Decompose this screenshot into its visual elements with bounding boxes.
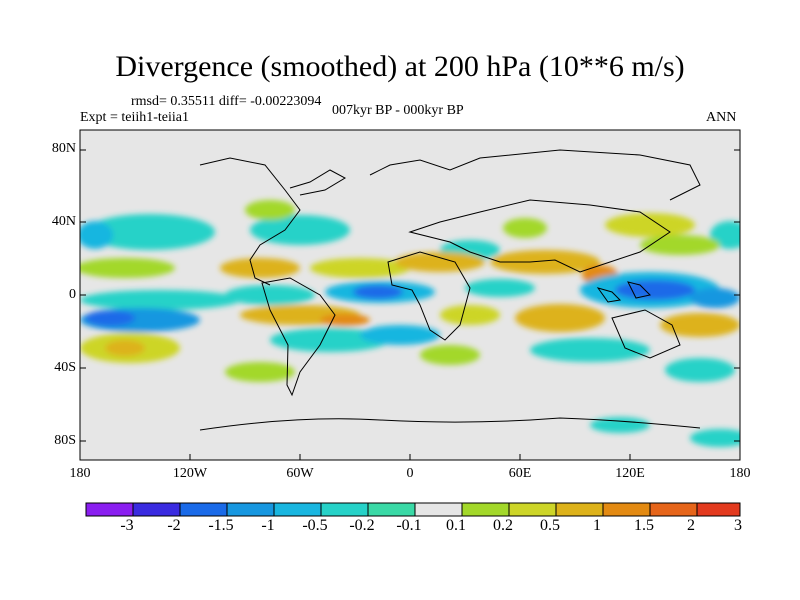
lon-label-120e: 120E bbox=[615, 466, 645, 481]
colorbar bbox=[85, 502, 741, 517]
colorbar-label: 2 bbox=[687, 517, 695, 534]
lon-label-60w: 60W bbox=[286, 466, 314, 481]
colorbar-label: -0.5 bbox=[302, 517, 328, 534]
rmsd-diff-stats: rmsd= 0.35511 diff= -0.00223094 bbox=[131, 94, 322, 109]
lon-label-120w: 120W bbox=[172, 466, 208, 481]
lat-label-40s: 40S bbox=[54, 360, 76, 375]
colorbar-label: -0.2 bbox=[349, 517, 375, 534]
experiment-label: Expt = teiih1-teiia1 bbox=[80, 110, 189, 125]
season-label: ANN bbox=[706, 110, 737, 125]
lon-ticks bbox=[79, 454, 741, 460]
colorbar-swatch-13 bbox=[649, 502, 698, 517]
colorbar-label: 1 bbox=[593, 517, 601, 534]
lat-label-80n: 80N bbox=[51, 141, 76, 156]
divergence-contours bbox=[80, 200, 740, 447]
lat-label-40n: 40N bbox=[51, 214, 76, 229]
colorbar-label: -1 bbox=[261, 517, 275, 534]
lon-label-180e: 180 bbox=[729, 466, 751, 481]
plot-title: Divergence (smoothed) at 200 hPa (10**6 … bbox=[115, 50, 685, 83]
colorbar-swatch-8 bbox=[414, 502, 463, 517]
colorbar-label: 1.5 bbox=[634, 517, 654, 534]
colorbar-swatch-11 bbox=[555, 502, 604, 517]
colorbar-swatch-7 bbox=[367, 502, 416, 517]
colorbar-label: 0.5 bbox=[540, 517, 560, 534]
colorbar-label: -3 bbox=[120, 517, 134, 534]
colorbar-swatch-12 bbox=[602, 502, 651, 517]
lat-label-80s: 80S bbox=[54, 433, 76, 448]
colorbar-swatch-4 bbox=[226, 502, 275, 517]
colorbar-label: -0.1 bbox=[396, 517, 422, 534]
period-label: 007kyr BP - 000kyr BP bbox=[332, 103, 464, 118]
colorbar-swatch-3 bbox=[179, 502, 228, 517]
colorbar-label: 0.2 bbox=[493, 517, 513, 534]
map-plot-area bbox=[80, 130, 740, 460]
colorbar-swatch-14 bbox=[696, 502, 741, 517]
colorbar-swatch-10 bbox=[508, 502, 557, 517]
colorbar-swatch-6 bbox=[320, 502, 369, 517]
colorbar-label: 3 bbox=[734, 517, 742, 534]
colorbar-swatch-2 bbox=[132, 502, 181, 517]
colorbar-label: -1.5 bbox=[208, 517, 234, 534]
colorbar-label: -2 bbox=[167, 517, 181, 534]
continent-outlines bbox=[199, 149, 701, 431]
lon-label-60e: 60E bbox=[508, 466, 532, 481]
lat-ticks bbox=[80, 149, 740, 442]
colorbar-swatch-5 bbox=[273, 502, 322, 517]
lon-label-0: 0 bbox=[406, 466, 414, 481]
colorbar-label: 0.1 bbox=[446, 517, 466, 534]
lon-label-180w: 180 bbox=[69, 466, 91, 481]
colorbar-swatch-9 bbox=[461, 502, 510, 517]
lat-label-eq: 0 bbox=[69, 287, 76, 302]
colorbar-swatch-1 bbox=[85, 502, 134, 517]
